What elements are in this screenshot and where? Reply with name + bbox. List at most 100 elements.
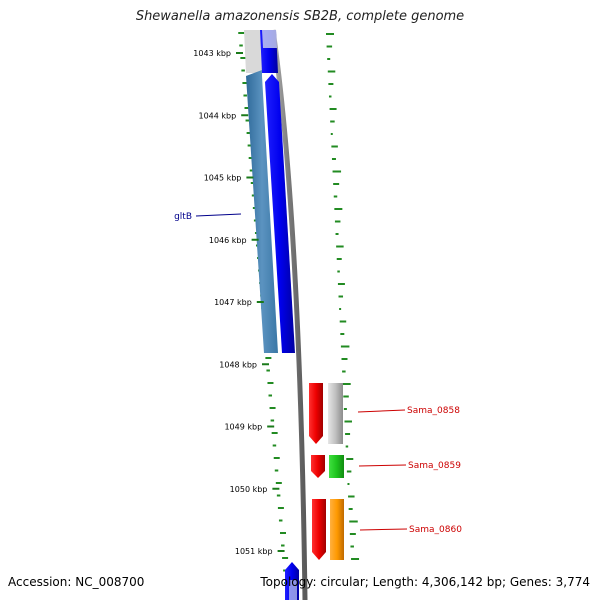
cds-Sama_0859[interactable] bbox=[329, 455, 344, 478]
gc-dot bbox=[349, 520, 358, 523]
cds-Sama_0858[interactable] bbox=[328, 383, 343, 444]
gc-dot bbox=[328, 83, 334, 85]
gc-dot bbox=[334, 208, 343, 210]
gc-dot bbox=[337, 270, 340, 273]
gc-dot bbox=[327, 70, 336, 73]
gene-label-Sama_0858[interactable]: Sama_0858 bbox=[407, 406, 460, 416]
gc-dot bbox=[238, 32, 245, 34]
gc-dot bbox=[348, 508, 353, 510]
tick-label: 1046 kbp bbox=[209, 236, 247, 245]
gc-dot bbox=[246, 132, 253, 134]
cds-Sama_0860[interactable] bbox=[330, 499, 344, 560]
gc-dot bbox=[279, 532, 286, 534]
accession-label: Accession: NC_008700 bbox=[8, 575, 145, 589]
gc-dot bbox=[338, 295, 344, 298]
tick-label: 1050 kbp bbox=[230, 485, 268, 494]
gc-dot bbox=[326, 45, 333, 48]
gc-dot bbox=[247, 144, 252, 147]
gc-content-track-right bbox=[326, 33, 360, 560]
tick-label: 1045 kbp bbox=[204, 174, 242, 183]
gc-dot bbox=[268, 394, 273, 397]
gc-dot bbox=[265, 357, 272, 359]
gene-Sama_0858[interactable] bbox=[309, 383, 323, 444]
gc-dot bbox=[270, 419, 275, 422]
tick-label: 1048 kbp bbox=[219, 360, 257, 369]
gc-dot bbox=[281, 544, 285, 547]
feature-light-top bbox=[262, 30, 277, 48]
gc-dot bbox=[330, 120, 335, 123]
gc-dot bbox=[269, 407, 276, 409]
gc-dot bbox=[349, 533, 356, 535]
tick-label: 1047 kbp bbox=[214, 298, 252, 307]
genome-backbone bbox=[270, 29, 308, 600]
gc-dot bbox=[348, 495, 355, 498]
gc-dot bbox=[245, 119, 250, 122]
gc-dot bbox=[283, 569, 287, 572]
gene-label-Sama_0859[interactable]: Sama_0859 bbox=[408, 461, 461, 471]
gc-dot bbox=[341, 358, 348, 360]
feature-grey-top-left bbox=[244, 30, 262, 73]
gc-dot bbox=[345, 445, 349, 448]
gc-dot bbox=[329, 108, 337, 110]
tick-label: 1051 kbp bbox=[235, 547, 273, 556]
gc-dot bbox=[342, 383, 351, 385]
gc-dot bbox=[249, 169, 254, 172]
gc-dot bbox=[333, 183, 340, 185]
gc-dot bbox=[266, 369, 270, 372]
gene-Sama_0860[interactable] bbox=[312, 499, 326, 560]
gc-dot bbox=[243, 94, 247, 97]
gc-dot bbox=[330, 133, 333, 135]
gc-dot bbox=[334, 220, 341, 223]
gene-labels: gltB Sama_0858 Sama_0859 Sama_0860 bbox=[174, 212, 462, 535]
gc-dot bbox=[241, 69, 245, 72]
tick-label: 1049 kbp bbox=[224, 423, 262, 432]
gc-dot bbox=[351, 558, 360, 560]
gc-dot bbox=[277, 507, 284, 509]
gc-dot bbox=[340, 333, 345, 335]
gene-label-gltB[interactable]: gltB bbox=[174, 212, 192, 222]
gc-dot bbox=[271, 432, 278, 434]
gc-dot bbox=[343, 408, 347, 410]
gc-dot bbox=[326, 33, 334, 35]
tick-label: 1044 kbp bbox=[198, 111, 236, 120]
gc-dot bbox=[343, 395, 349, 398]
gc-dot bbox=[242, 82, 249, 84]
gene-Sama_0859[interactable] bbox=[311, 455, 325, 478]
gc-dot bbox=[272, 444, 277, 447]
gc-dot bbox=[251, 194, 256, 197]
gene-gltB[interactable] bbox=[246, 70, 278, 353]
map-title: Shewanella amazonensis SB2B, complete ge… bbox=[135, 9, 465, 24]
gc-dot bbox=[282, 557, 289, 559]
gc-dot bbox=[328, 95, 332, 98]
gc-dot bbox=[340, 345, 350, 348]
gc-dot bbox=[339, 320, 347, 323]
kbp-scale: 1043 kbp 1044 kbp 1045 kbp 1046 kbp 1047 kbp… bbox=[193, 49, 285, 556]
gc-dot bbox=[327, 58, 331, 60]
gc-dot bbox=[350, 545, 354, 548]
gc-dot bbox=[336, 245, 344, 248]
gene-label-leader bbox=[195, 213, 242, 217]
gc-dot bbox=[278, 519, 283, 522]
topology-summary: Topology: circular; Length: 4,306,142 bp… bbox=[260, 575, 590, 589]
gc-dot bbox=[346, 458, 354, 460]
gc-dot bbox=[336, 258, 342, 260]
gc-dot bbox=[333, 195, 338, 198]
gc-dot bbox=[273, 457, 280, 459]
gc-dot bbox=[339, 308, 342, 310]
gc-dot bbox=[337, 283, 345, 285]
gc-dot bbox=[267, 382, 274, 384]
gc-dot bbox=[244, 107, 251, 109]
gc-dot bbox=[347, 483, 350, 485]
gc-dot bbox=[335, 233, 339, 235]
cds-gltB[interactable] bbox=[265, 74, 295, 353]
gene-label-Sama_0860[interactable]: Sama_0860 bbox=[409, 525, 462, 535]
tick-label: 1043 kbp bbox=[193, 49, 231, 58]
gene-label-leader bbox=[357, 409, 406, 413]
gc-dot bbox=[345, 433, 351, 435]
feature-grey-bottom bbox=[289, 580, 297, 600]
gc-dot bbox=[274, 469, 279, 472]
gc-dot bbox=[239, 44, 243, 47]
gc-dot bbox=[342, 370, 346, 373]
gc-dot bbox=[331, 145, 338, 148]
